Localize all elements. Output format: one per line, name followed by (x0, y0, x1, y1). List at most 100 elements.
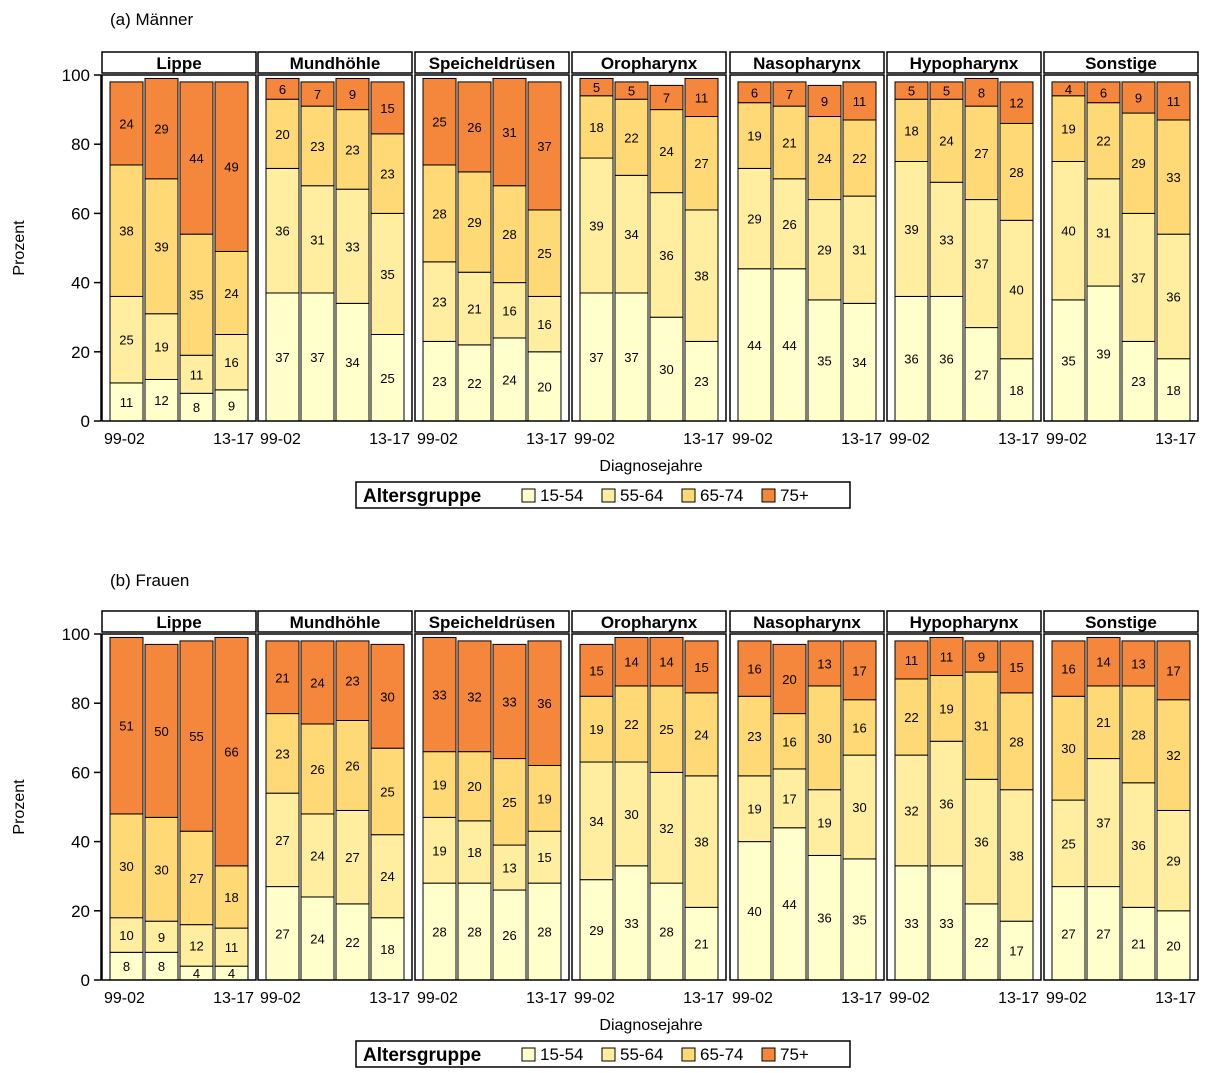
legend-label: 65-74 (700, 1045, 743, 1064)
data-label: 23 (432, 374, 446, 389)
data-label: 33 (939, 916, 953, 931)
bar-segment (684, 775, 719, 908)
bar-segment (1156, 640, 1191, 701)
bar-segment (929, 636, 964, 677)
data-label: 17 (852, 663, 866, 678)
data-label: 18 (1166, 383, 1180, 398)
bar-segment (527, 351, 562, 422)
bar-segment (492, 889, 527, 981)
legend-label: 15-54 (540, 1045, 583, 1064)
data-label: 29 (467, 215, 481, 230)
bar-segment (772, 713, 807, 770)
data-label: 36 (939, 352, 953, 367)
legend-label: 55-64 (620, 486, 663, 505)
bar-segment (772, 81, 807, 107)
data-label: 14 (659, 655, 673, 670)
bar-segment (579, 643, 614, 697)
bar-segment (894, 161, 929, 297)
facet-strip (1043, 51, 1199, 74)
bar-segment (1121, 685, 1156, 784)
facet-title: Sonstige (1085, 54, 1157, 73)
data-label: 11 (225, 940, 239, 955)
bar-segment (109, 917, 144, 953)
facet-frame (571, 633, 727, 981)
bar-segment (842, 195, 877, 304)
data-label: 8 (123, 959, 130, 974)
data-label: 22 (974, 935, 988, 950)
data-label: 20 (467, 779, 481, 794)
data-label: 24 (119, 116, 133, 131)
bar-segment (842, 699, 877, 756)
data-label: 34 (624, 227, 638, 242)
bar-segment (214, 927, 249, 967)
data-label: 18 (1009, 383, 1023, 398)
bar-segment (265, 792, 300, 888)
bar-segment (579, 157, 614, 294)
data-label: 44 (782, 338, 796, 353)
data-label: 21 (782, 135, 796, 150)
data-label: 19 (747, 129, 761, 144)
bar-segment (649, 882, 684, 981)
x-tick-label: 13-17 (213, 990, 254, 1007)
bar-segment (370, 917, 405, 981)
bar-segment (894, 98, 929, 162)
data-label: 37 (974, 257, 988, 272)
facet-title: Sonstige (1085, 613, 1157, 632)
data-label: 36 (275, 224, 289, 239)
bar-segment (144, 643, 179, 818)
data-label: 9 (821, 94, 828, 109)
bar-segment (457, 751, 492, 822)
x-tick-label: 13-17 (841, 990, 882, 1007)
data-label: 24 (502, 372, 516, 387)
x-tick-label: 99-02 (889, 990, 930, 1007)
data-label: 16 (852, 720, 866, 735)
facet-title: Speicheldrüsen (429, 54, 556, 73)
facet-nasopharynx: Nasopharynx 44 29 19 6 44 26 21 7 35 29 24 9 34 31 22 11… (729, 51, 885, 448)
data-label: 8 (978, 85, 985, 100)
data-label: 24 (310, 931, 324, 946)
facet-lippe: Lippe 8 10 30 51 8 9 30 50 4 12 27 55 4 11 18 66 99-02 13-… (101, 610, 257, 1007)
data-label: 12 (189, 938, 203, 953)
data-label: 18 (224, 890, 238, 905)
bar-segment (649, 685, 684, 773)
bar-segment (614, 98, 649, 176)
x-tick-label: 13-17 (683, 990, 724, 1007)
bar-segment (335, 640, 370, 721)
facet-frame (729, 633, 885, 981)
data-label: 25 (537, 246, 551, 261)
data-label: 20 (1166, 938, 1180, 953)
facet-frame (886, 74, 1042, 422)
bar-segment (300, 105, 335, 187)
facet-mundhöhle: Mundhöhle 37 36 20 6 37 31 23 7 34 33 23 9 25 35 23 15 99… (257, 51, 413, 448)
data-label: 32 (659, 821, 673, 836)
facet-sonstige: Sonstige 27 25 30 16 27 37 21 14 21 36 28 13 20 29 32 17… (1043, 610, 1199, 1007)
data-label: 26 (310, 762, 324, 777)
bar-segment (929, 81, 964, 100)
legend-swatch (681, 488, 696, 503)
data-label: 26 (782, 217, 796, 232)
bar-segment (684, 116, 719, 211)
data-label: 27 (974, 367, 988, 382)
data-label: 38 (694, 835, 708, 850)
facet-frame (257, 74, 413, 422)
data-label: 5 (943, 84, 950, 99)
x-tick-label: 13-17 (683, 431, 724, 448)
bar-segment (999, 358, 1034, 422)
facet-strip (414, 51, 570, 74)
data-label: 22 (852, 151, 866, 166)
data-label: 32 (1166, 748, 1180, 763)
data-label: 9 (1135, 90, 1142, 105)
bar-segment (144, 378, 179, 422)
bar-segment (1051, 299, 1086, 422)
bar-segment (370, 747, 405, 836)
data-label: 12 (154, 393, 168, 408)
x-tick-label: 99-02 (574, 431, 615, 448)
data-label: 23 (380, 167, 394, 182)
bar-segment (265, 640, 300, 715)
bar-segment (109, 951, 144, 981)
bar-segment (999, 640, 1034, 694)
data-label: 37 (275, 350, 289, 365)
data-label: 50 (154, 724, 168, 739)
x-tick-label: 13-17 (1155, 431, 1196, 448)
bar-segment (179, 354, 214, 394)
